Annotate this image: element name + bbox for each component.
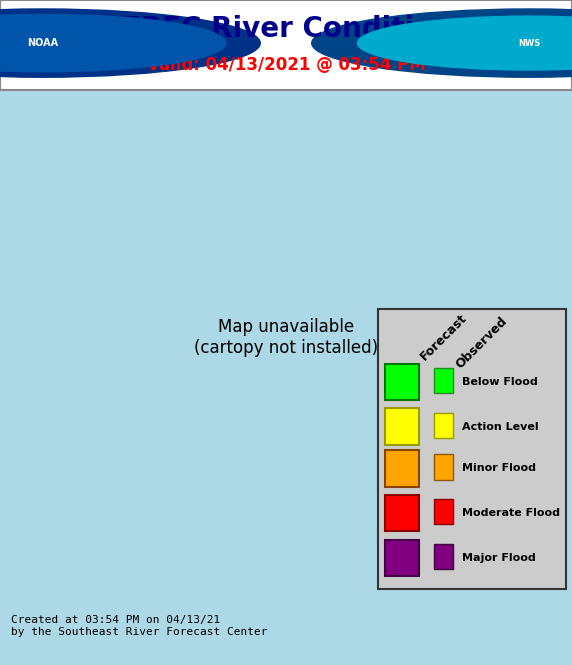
FancyBboxPatch shape <box>385 450 419 487</box>
FancyBboxPatch shape <box>385 364 419 400</box>
Text: NOAA: NOAA <box>27 38 58 48</box>
Text: Forecast: Forecast <box>418 311 470 363</box>
Text: Moderate Flood: Moderate Flood <box>462 508 561 518</box>
Text: Minor Flood: Minor Flood <box>462 464 537 473</box>
FancyBboxPatch shape <box>385 540 419 576</box>
Text: NWS: NWS <box>518 39 540 48</box>
FancyBboxPatch shape <box>434 368 453 393</box>
Circle shape <box>358 16 572 70</box>
Text: Major Flood: Major Flood <box>462 553 536 563</box>
Circle shape <box>0 15 226 72</box>
FancyBboxPatch shape <box>434 412 453 438</box>
Text: Created at 03:54 PM on 04/13/21
by the Southeast River Forecast Center: Created at 03:54 PM on 04/13/21 by the S… <box>11 615 268 637</box>
Text: Action Level: Action Level <box>462 422 539 432</box>
FancyBboxPatch shape <box>434 499 453 524</box>
Text: Observed: Observed <box>453 315 510 371</box>
FancyBboxPatch shape <box>434 454 453 479</box>
Circle shape <box>0 9 260 77</box>
FancyBboxPatch shape <box>434 544 453 569</box>
Circle shape <box>312 9 572 77</box>
Text: Below Flood: Below Flood <box>462 377 538 387</box>
Text: SERFC River Conditions: SERFC River Conditions <box>102 15 470 43</box>
Text: Map unavailable
(cartopy not installed): Map unavailable (cartopy not installed) <box>194 318 378 357</box>
FancyBboxPatch shape <box>385 495 419 531</box>
Text: Valid: 04/13/2021 @ 03:54 PM: Valid: 04/13/2021 @ 03:54 PM <box>146 56 426 74</box>
FancyBboxPatch shape <box>385 408 419 445</box>
